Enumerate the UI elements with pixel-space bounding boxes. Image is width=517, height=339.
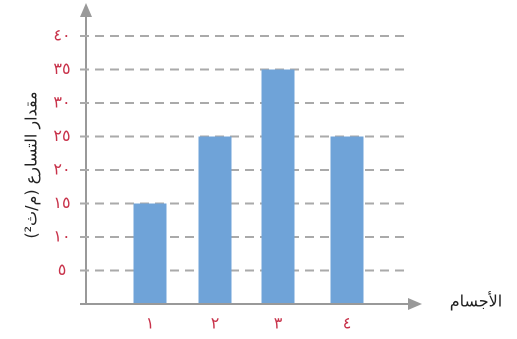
bar xyxy=(133,203,167,304)
bar xyxy=(261,69,295,304)
y-tick-label: ٢٥ xyxy=(53,126,70,145)
y-tick-label: ٣٥ xyxy=(53,59,70,78)
x-tick-label: ١ xyxy=(146,314,155,333)
bar xyxy=(198,136,232,304)
y-axis-label: مقدار التسارع (م/ث²) xyxy=(22,91,42,238)
y-tick-label: ٣٠ xyxy=(53,93,70,112)
y-tick-label: ٢٠ xyxy=(53,160,70,179)
y-tick-label: ٥ xyxy=(58,260,67,279)
x-axis-label: الأجسام xyxy=(450,291,503,311)
y-tick-label: ١٠ xyxy=(53,227,70,246)
x-axis-arrow xyxy=(408,298,422,310)
bar xyxy=(330,136,364,304)
y-tick-label: ١٥ xyxy=(53,193,70,212)
x-tick-label: ٣ xyxy=(274,314,283,333)
x-tick-label: ٢ xyxy=(211,314,220,333)
y-tick-label: ٤٠ xyxy=(53,26,70,45)
y-axis-arrow xyxy=(80,3,92,17)
x-tick-label: ٤ xyxy=(343,314,352,333)
